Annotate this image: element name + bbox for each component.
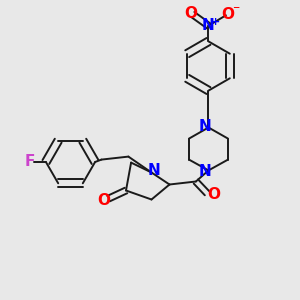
Text: ⁻: ⁻ <box>232 4 239 17</box>
Text: O: O <box>184 6 198 21</box>
Text: N: N <box>202 18 215 33</box>
Text: N: N <box>148 163 160 178</box>
Text: +: + <box>211 17 220 27</box>
Text: O: O <box>207 187 220 202</box>
Text: F: F <box>25 154 35 169</box>
Text: O: O <box>98 193 111 208</box>
Text: N: N <box>199 164 211 179</box>
Text: O: O <box>221 7 234 22</box>
Text: N: N <box>199 119 211 134</box>
